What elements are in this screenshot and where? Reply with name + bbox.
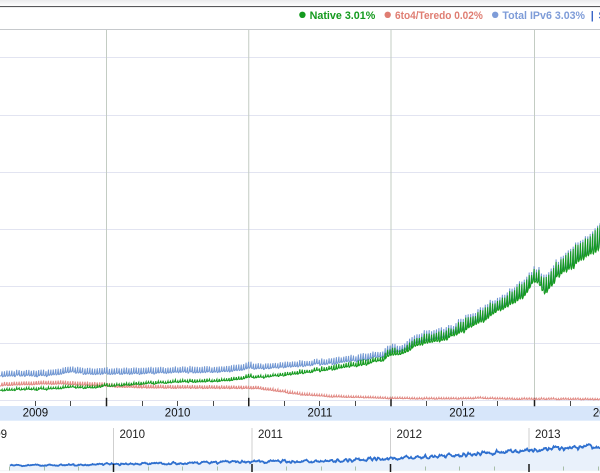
svg-text:6to4/Teredo 0.02%: 6to4/Teredo 0.02%	[395, 10, 483, 22]
svg-text:2013: 2013	[535, 429, 561, 441]
svg-text:Native 3.01%: Native 3.01%	[310, 10, 376, 22]
svg-text:2012: 2012	[449, 408, 475, 420]
svg-text:2009: 2009	[23, 408, 49, 420]
svg-text:Total IPv6 3.03%: Total IPv6 3.03%	[502, 10, 585, 22]
svg-text:|: |	[591, 10, 594, 22]
svg-text:2010: 2010	[165, 408, 191, 420]
svg-text:2009: 2009	[0, 429, 7, 441]
svg-text:2011: 2011	[258, 429, 283, 441]
svg-text:S: S	[599, 10, 600, 22]
svg-text:2013: 2013	[593, 408, 600, 420]
svg-text:2011: 2011	[308, 408, 333, 420]
svg-text:2010: 2010	[120, 429, 146, 441]
svg-text:2012: 2012	[397, 429, 423, 441]
